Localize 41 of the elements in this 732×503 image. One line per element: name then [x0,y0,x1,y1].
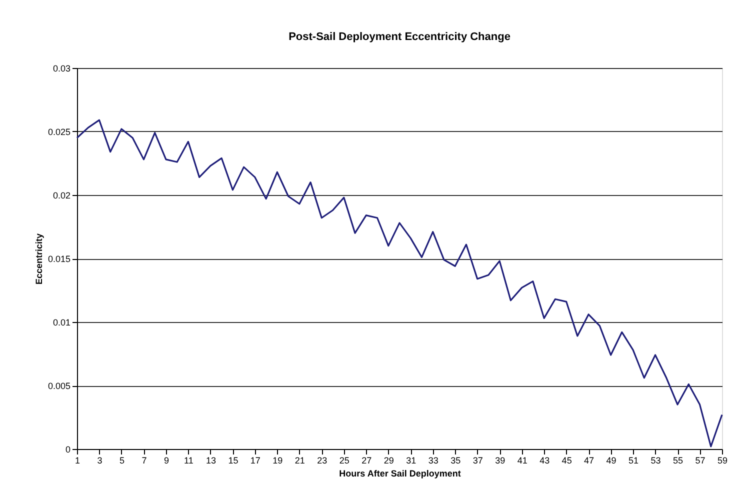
x-tick-label: 23 [317,456,328,466]
x-tick-label: 43 [540,456,550,466]
x-tick-label: 31 [406,456,416,466]
x-tick-label: 27 [362,456,372,466]
x-tick-label: 45 [562,456,572,466]
x-tick-label: 7 [142,456,147,466]
x-tick-label: 25 [339,456,350,466]
y-tick-label: 0.025 [48,127,70,137]
x-tick-label: 37 [472,456,483,466]
x-tick-label: 21 [294,456,305,466]
x-tick-label: 15 [228,456,238,466]
y-tick-label: 0 [65,444,70,454]
x-tick-label: 39 [495,456,506,466]
x-tick-label: 29 [384,456,394,466]
x-tick-label: 33 [428,456,438,466]
x-tick-label: 19 [272,456,283,466]
x-tick-label: 5 [119,456,124,466]
chart-title: Post-Sail Deployment Eccentricity Change [288,31,510,43]
x-tick-label: 59 [717,456,728,466]
x-tick-label: 55 [673,456,684,466]
x-tick-label: 53 [650,456,661,466]
x-tick-label: 13 [206,456,216,466]
x-axis-title: Hours After Sail Deployment [339,468,461,478]
x-tick-label: 17 [250,456,260,466]
x-tick-label: 49 [606,456,616,466]
y-tick-label: 0.01 [52,318,70,328]
y-tick-label: 0.015 [48,254,70,264]
y-tick-label: 0.005 [48,381,70,391]
x-tick-label: 3 [97,456,102,466]
line-series [76,119,723,448]
x-tick-label: 1 [74,456,80,466]
y-tick-label: 0.02 [52,190,70,200]
x-tick-label: 47 [584,456,594,466]
y-tick-label: 0.03 [52,64,70,74]
x-tick-label: 35 [450,456,461,466]
y-axis-title: Eccentricity [34,233,44,285]
x-tick-label: 11 [184,456,194,466]
x-tick-label: 51 [628,456,639,466]
x-tick-label: 57 [695,456,706,466]
x-tick-label: 9 [164,456,169,466]
x-tick-label: 41 [517,456,528,466]
